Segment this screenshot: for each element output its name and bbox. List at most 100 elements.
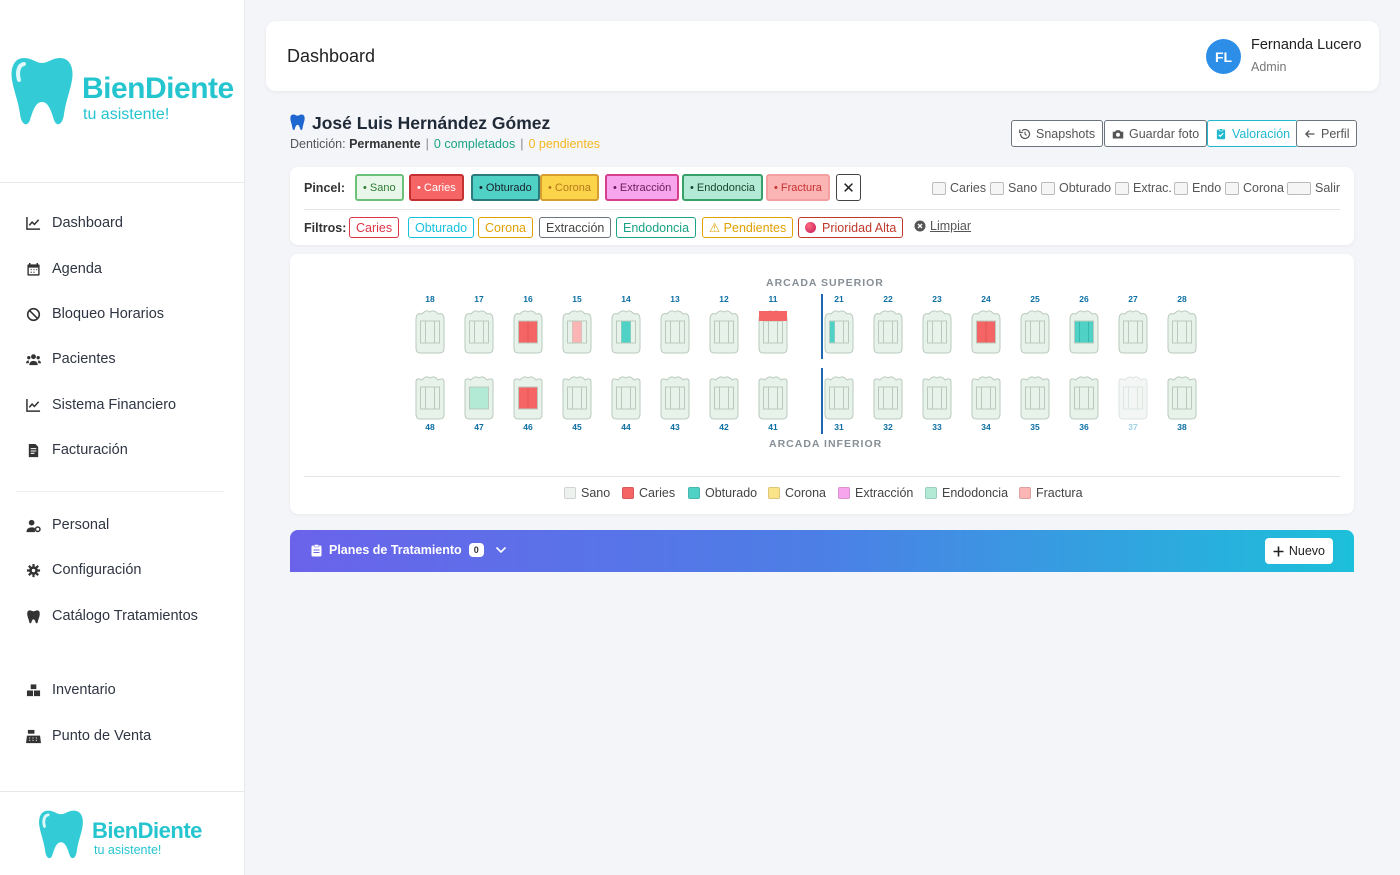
checkbox-box[interactable] [1115,181,1129,195]
toggle-label: Caries [950,181,987,195]
brush-option[interactable]: • Caries [409,174,464,201]
brush-option[interactable]: • Obturado [471,174,540,201]
tooth-32[interactable] [871,374,905,420]
sidebar-item-agenda[interactable]: Agenda [26,261,102,277]
tooth-31[interactable] [822,374,856,420]
tooth-38[interactable] [1165,374,1199,420]
sidebar-item-dashboard[interactable]: Dashboard [26,215,123,231]
sidebar-item-sistema-financiero[interactable]: Sistema Financiero [26,397,176,413]
tooth-23[interactable] [920,308,954,354]
checkbox-box[interactable] [1041,181,1055,195]
tooth-14[interactable] [609,308,643,354]
brush-option[interactable]: • Endodoncia [682,174,764,201]
tooth-41[interactable] [756,374,790,420]
midline-lower [821,368,823,434]
toggle-label: Endo [1192,181,1222,195]
invoice-icon [28,443,39,457]
user-name[interactable]: Fernanda Lucero [1251,37,1362,53]
tooth-46[interactable] [511,374,545,420]
legend-label: Corona [785,486,826,500]
new-plan-button[interactable]: Nuevo [1264,538,1333,564]
brush-option[interactable]: • Corona [540,174,599,201]
filter-chip[interactable]: Corona [478,217,533,238]
filter-chip[interactable]: ⚠ Pendientes [702,217,794,238]
checkbox-box[interactable] [1225,181,1239,195]
sidebar-item-configuración[interactable]: Configuración [26,562,141,578]
filter-chip[interactable]: Prioridad Alta [798,217,904,238]
profile-button[interactable]: Perfil [1296,120,1358,147]
tooth-45[interactable] [560,374,594,420]
checkbox-box[interactable] [932,181,946,195]
tooth-24[interactable] [969,308,1003,354]
tooth-35[interactable] [1018,374,1052,420]
clipboard-icon [311,543,322,556]
tooth-12[interactable] [707,308,741,354]
filter-chip[interactable]: Extracción [539,217,612,238]
toggle-checkbox[interactable]: Caries [932,181,986,195]
user-gear-icon [26,519,41,532]
sidebar-item-inventario[interactable]: Inventario [26,682,116,698]
brush-option[interactable]: • Sano [355,174,404,201]
tooth-number: 16 [523,294,533,304]
tooth-48[interactable] [413,374,447,420]
tooth-13[interactable] [658,308,692,354]
tooth-number: 14 [621,294,631,304]
sidebar-item-bloqueo-horarios[interactable]: Bloqueo Horarios [26,306,164,322]
brush-option[interactable]: • Extracción [605,174,680,201]
tooth-21[interactable] [822,308,856,354]
tooth-25[interactable] [1018,308,1052,354]
brush-option[interactable]: • Fractura [766,174,830,201]
sidebar-item-label: Personal [52,517,110,533]
tooth-number: 37 [1128,422,1138,432]
brand-logo[interactable]: BienDiente tu asistente! [10,56,240,132]
toggle-checkbox[interactable]: Obturado [1041,181,1111,195]
tooth-28[interactable] [1165,308,1199,354]
assessment-button[interactable]: Valoración [1207,120,1299,147]
tooth-15[interactable] [560,308,594,354]
tooth-17[interactable] [462,308,496,354]
sidebar-item-pacientes[interactable]: Pacientes [26,351,116,367]
toggle-checkbox[interactable]: Sano [990,181,1037,195]
toggle-checkbox[interactable]: Extrac. [1115,181,1172,195]
tooth-18[interactable] [413,308,447,354]
brand-logo-footer[interactable]: BienDiente tu asistente! [38,808,218,864]
tooth-37[interactable] [1116,374,1150,420]
tooth-27[interactable] [1116,308,1150,354]
filter-chip[interactable]: Obturado [408,217,475,238]
checkbox-box[interactable] [1174,181,1188,195]
clear-brush-button[interactable]: ✕ [836,174,861,201]
tooth-34[interactable] [969,374,1003,420]
tooth-number: 41 [768,422,778,432]
odontogram: ARCADA SUPERIOR ARCADA INFERIOR 18 17 16 15… [290,254,1354,514]
ban-icon [26,307,41,321]
toggle-checkbox[interactable]: Salir [1287,181,1340,195]
tooth-22[interactable] [871,308,905,354]
filter-chip[interactable]: Endodoncia [616,217,697,238]
tooth-33[interactable] [920,374,954,420]
tooth-42[interactable] [707,374,741,420]
checkbox-box[interactable] [990,181,1004,195]
sidebar-item-punto-de-venta[interactable]: Punto de Venta [26,728,151,744]
sidebar-item-personal[interactable]: Personal [26,517,109,533]
tooth-26[interactable] [1067,308,1101,354]
avatar[interactable]: FL [1206,39,1241,74]
snapshots-button[interactable]: Snapshots [1011,120,1104,147]
clear-filters-link[interactable]: Limpiar [914,219,971,233]
tooth-number: 47 [474,422,484,432]
sidebar-item-catálogo-tratamientos[interactable]: Catálogo Tratamientos [26,608,198,624]
top-bar: Dashboard FL Fernanda Lucero Admin [266,21,1379,91]
tooth-16[interactable] [511,308,545,354]
tooth-11[interactable] [756,308,790,354]
toggle-checkbox[interactable]: Corona [1225,181,1284,195]
tooth-44[interactable] [609,374,643,420]
filter-chip[interactable]: Caries [349,217,400,238]
toggle-checkbox[interactable]: Endo [1174,181,1221,195]
tooth-47[interactable] [462,374,496,420]
save-photo-button[interactable]: Guardar foto [1104,120,1208,147]
checkbox-box[interactable] [1287,181,1311,195]
tooth-36[interactable] [1067,374,1101,420]
sidebar-item-facturación[interactable]: Facturación [26,442,128,458]
treatment-plans-toggle[interactable]: Planes de Tratamiento 0 [311,543,507,557]
tooth-number: 24 [981,294,991,304]
tooth-43[interactable] [658,374,692,420]
